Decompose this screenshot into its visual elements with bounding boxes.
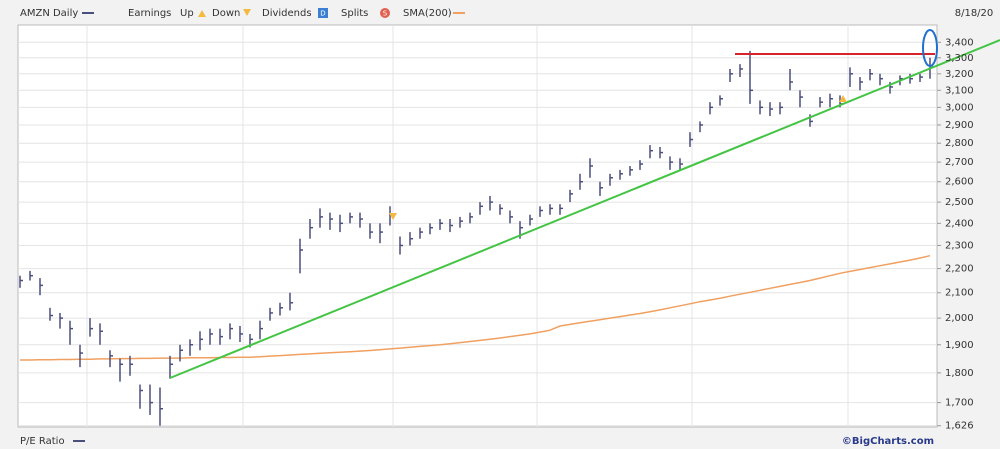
- y-tick-label: 1,700: [945, 398, 974, 409]
- y-tick-label: 3,200: [945, 69, 974, 80]
- trend-line: [169, 39, 1000, 379]
- y-tick-label: 1,800: [945, 368, 974, 379]
- y-tick-label: 2,100: [945, 288, 974, 299]
- y-tick-label: 2,700: [945, 157, 974, 168]
- y-tick-label: 3,100: [945, 85, 974, 96]
- y-tick-label: 2,500: [945, 197, 974, 208]
- earnings-up-marker: [839, 95, 847, 102]
- vertical-grid: [86, 25, 849, 427]
- legend-label: SMA(200): [403, 8, 452, 19]
- y-tick-label: 3,000: [945, 102, 974, 113]
- plot-area: [17, 24, 938, 428]
- y-tick-label: 2,400: [945, 218, 974, 229]
- y-tick-label: 2,300: [945, 240, 974, 251]
- legend-label: Splits: [341, 8, 368, 19]
- highlight-ellipse: [922, 29, 938, 67]
- y-tick-label: 3,400: [945, 37, 974, 48]
- splits-icon: S: [383, 10, 388, 18]
- date-label: 8/18/20: [955, 8, 994, 19]
- y-tick-label: 2,900: [945, 120, 974, 131]
- marks: [18, 41, 937, 427]
- y-tick-label: 2,000: [945, 313, 974, 324]
- legend-label: Down: [212, 8, 240, 19]
- y-tick-label: 1,900: [945, 340, 974, 351]
- splits-icon-circle: [380, 8, 390, 18]
- y-tick-label: 3,300: [945, 53, 974, 64]
- y-tick-label: 2,200: [945, 264, 974, 275]
- legend-label: Dividends: [262, 8, 312, 19]
- sma-line: [20, 254, 931, 361]
- down-icon: [243, 9, 251, 16]
- y-tick-label: 2,600: [945, 177, 974, 188]
- y-tick-label: 1,626: [945, 421, 974, 432]
- legend-label: Earnings: [128, 8, 171, 19]
- legend-label: AMZN Daily: [20, 8, 78, 19]
- up-icon: [198, 10, 206, 17]
- legend-label: Up: [180, 8, 194, 19]
- earnings-down-marker: [389, 213, 397, 220]
- credit: ©BigCharts.com: [842, 436, 934, 447]
- dividends-icon-box: [318, 8, 328, 18]
- y-tick-label: 2,800: [945, 138, 974, 149]
- dividends-icon: D: [320, 10, 325, 18]
- panel-label: P/E Ratio: [20, 436, 65, 447]
